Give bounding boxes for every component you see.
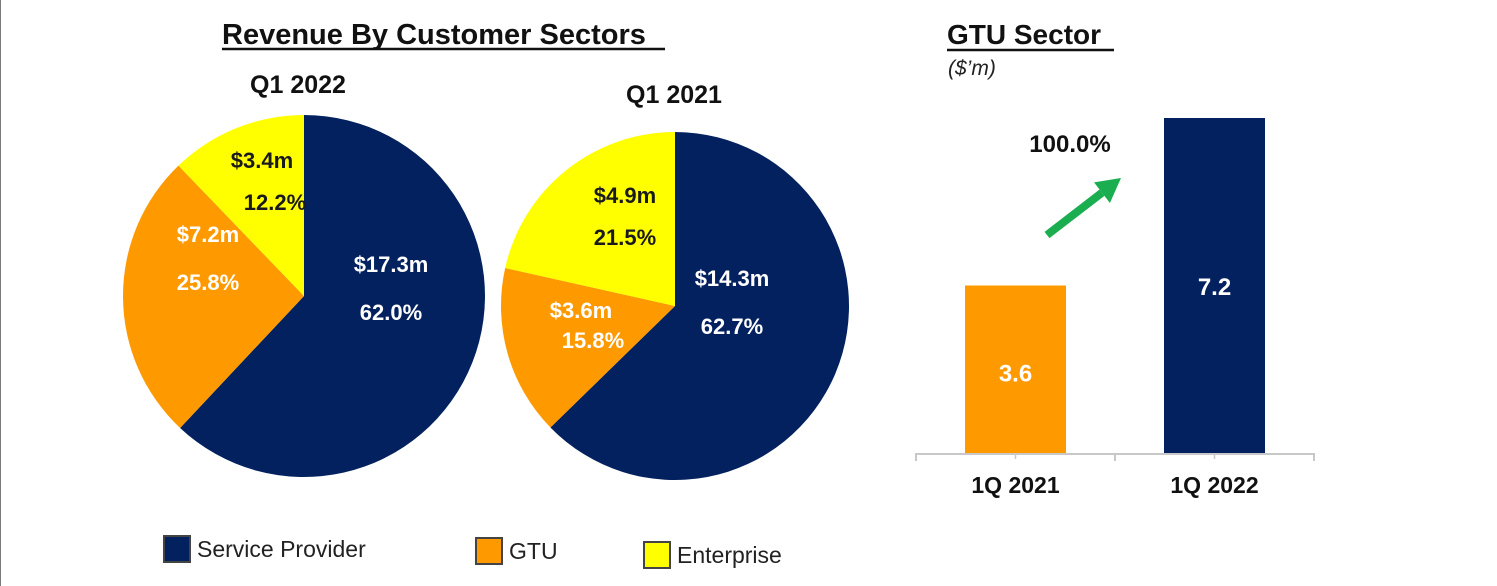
legend-swatch-gtu (475, 537, 503, 565)
pie-percent-label-service-provider: 62.0% (360, 300, 422, 325)
up-right-arrow-icon (1044, 178, 1121, 239)
pie-value-label-enterprise: $4.9m (594, 183, 656, 208)
pie-value-label-gtu: $7.2m (177, 222, 239, 247)
pie-value-label-enterprise: $3.4m (231, 148, 293, 173)
bar-value-label-1q-2021: 3.6 (999, 360, 1032, 387)
pie-percent-label-service-provider: 62.7% (701, 314, 763, 339)
pie-q1-2022: $17.3m 62.0% $7.2m 25.8% $3.4m 12.2% (122, 115, 485, 478)
legend-item-service-provider: Service Provider (163, 535, 366, 563)
legend-swatch-enterprise (643, 541, 671, 569)
bar-1q-2022 (1164, 118, 1265, 453)
pie-percent-label-enterprise: 21.5% (594, 225, 656, 250)
arrow-head (1094, 178, 1121, 203)
legend-item-gtu: GTU (475, 537, 558, 565)
pie-slice-enterprise (178, 115, 304, 296)
pie-q1-2021-title: Q1 2021 (626, 81, 722, 109)
gtu-unit-label: ($’m) (948, 57, 996, 80)
pie-value-label-gtu: $3.6m (550, 298, 612, 323)
x-tick-label-1q-2022: 1Q 2022 (1170, 472, 1258, 498)
legend-swatch-service-provider (163, 535, 191, 563)
main-title: Revenue By Customer Sectors (222, 19, 646, 51)
x-tick-label-1q-2021: 1Q 2021 (971, 472, 1059, 498)
gtu-bar-chart: 3.6 1Q 2021 7.2 1Q 2022 (915, 118, 1315, 498)
bar-value-label-1q-2022: 7.2 (1198, 274, 1231, 301)
pie-slice-enterprise (505, 132, 675, 306)
growth-label: 100.0% (1029, 131, 1110, 158)
pie-slice-service-provider (180, 115, 485, 478)
arrow-shaft (1044, 189, 1105, 239)
pie-slice-gtu (501, 268, 675, 428)
pie-percent-label-enterprise: 12.2% (244, 190, 306, 215)
legend-label-service-provider: Service Provider (197, 535, 366, 562)
pie-percent-label-gtu: 15.8% (562, 328, 624, 353)
legend-label-gtu: GTU (509, 537, 558, 564)
pie-slice-gtu (122, 165, 304, 428)
gtu-sector-title: GTU Sector (947, 19, 1101, 50)
bar-1q-2021 (965, 285, 1066, 453)
left-border (0, 0, 1, 586)
pie-q1-2021: $14.3m 62.7% $3.6m 15.8% $4.9m 21.5% (501, 132, 850, 481)
legend-item-enterprise: Enterprise (643, 541, 782, 569)
legend-label-enterprise: Enterprise (677, 541, 782, 568)
pie-q1-2022-title: Q1 2022 (250, 71, 346, 99)
pie-percent-label-gtu: 25.8% (177, 270, 239, 295)
pie-value-label-service-provider: $14.3m (695, 266, 770, 291)
pie-slice-service-provider (550, 132, 850, 481)
pie-value-label-service-provider: $17.3m (354, 252, 429, 277)
